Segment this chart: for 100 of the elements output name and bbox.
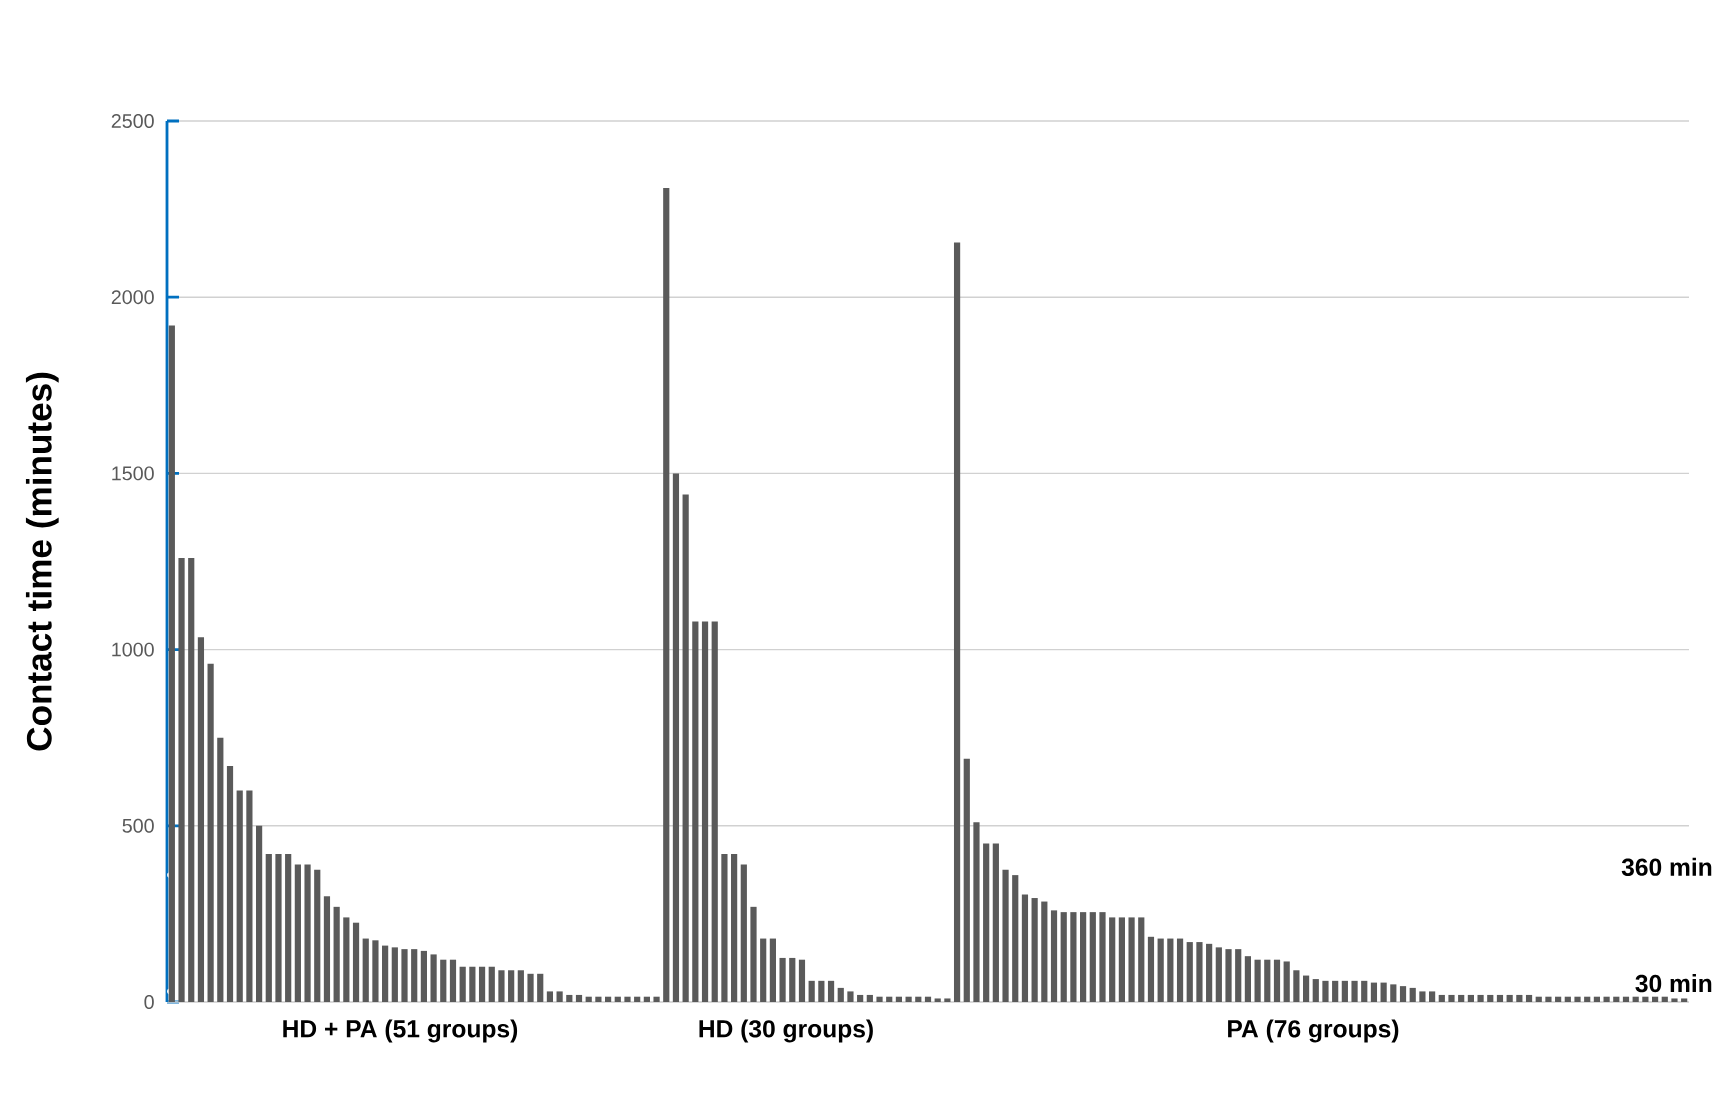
bar (701, 621, 709, 1002)
bar (1399, 986, 1407, 1002)
bar (1254, 959, 1261, 1002)
bar (556, 991, 563, 1002)
bar (1080, 912, 1087, 1002)
bar (1138, 917, 1145, 1002)
bar (789, 957, 796, 1002)
y-tick-label: 1500 (112, 466, 154, 481)
bar (508, 970, 515, 1002)
bar (1118, 917, 1125, 1002)
bar (1380, 982, 1387, 1002)
bar (992, 843, 999, 1002)
bar (1506, 994, 1513, 1002)
bar (1050, 910, 1058, 1002)
bar (857, 994, 864, 1002)
bar (1099, 912, 1106, 1002)
bar (779, 957, 786, 1002)
bar (478, 966, 486, 1002)
bar (265, 853, 272, 1002)
bar (604, 996, 612, 1002)
bar (1332, 980, 1339, 1002)
bar (420, 950, 427, 1002)
bar (1235, 949, 1242, 1002)
bar (818, 980, 825, 1002)
bar (760, 938, 767, 1002)
bar (924, 996, 932, 1002)
bar (1419, 991, 1426, 1002)
bar (1341, 980, 1348, 1002)
bar (1438, 994, 1445, 1002)
bar (1109, 917, 1116, 1002)
bar (643, 996, 650, 1002)
bar (731, 853, 738, 1002)
bar (246, 790, 253, 1002)
bar (876, 996, 883, 1002)
bar (275, 853, 282, 1002)
bar (314, 869, 321, 1002)
y-tick-label: 0 (144, 995, 154, 1009)
bar (1681, 998, 1688, 1002)
bar (1467, 994, 1474, 1002)
bar (769, 938, 776, 1002)
bar (1525, 994, 1533, 1002)
bar (517, 970, 524, 1002)
bar (905, 996, 912, 1002)
bar (682, 494, 689, 1002)
bar (1603, 996, 1610, 1002)
bar (430, 954, 437, 1002)
bar (1002, 869, 1009, 1002)
bar (1535, 996, 1542, 1002)
bar (411, 949, 418, 1002)
bar (1409, 987, 1416, 1002)
bar (886, 996, 893, 1002)
bar (1564, 996, 1571, 1002)
bar (1651, 996, 1659, 1002)
bar (440, 959, 447, 1002)
bar (1244, 956, 1252, 1002)
bar (1477, 994, 1484, 1002)
bar (624, 996, 631, 1002)
bar (546, 991, 554, 1002)
bar (595, 996, 602, 1002)
bar (323, 896, 331, 1002)
bar (498, 970, 505, 1002)
bar (1574, 996, 1581, 1002)
y-axis-title: Contact time (minutes) (25, 372, 59, 751)
bar (1041, 901, 1048, 1002)
bar (304, 864, 311, 1002)
y-tick-label: 1000 (112, 642, 154, 657)
bar (236, 790, 243, 1002)
bar (740, 864, 747, 1002)
bar (401, 949, 408, 1002)
bar (672, 473, 680, 1002)
bar (168, 325, 175, 1002)
bar (1293, 970, 1300, 1002)
bar (459, 966, 466, 1002)
bar (953, 242, 961, 1002)
bar (1322, 980, 1329, 1002)
bar (915, 996, 922, 1002)
bar (1264, 959, 1271, 1002)
bar (256, 825, 263, 1002)
bar (692, 621, 699, 1002)
bar (352, 922, 360, 1002)
bar (382, 945, 389, 1002)
text: HD + PA (51 groups) (283, 1019, 518, 1043)
y-tick-label: 2000 (111, 290, 154, 305)
bar (1176, 938, 1184, 1002)
bar (1128, 917, 1135, 1002)
bar (1458, 994, 1465, 1002)
bar (1622, 996, 1630, 1002)
y-tick-label: 500 (122, 818, 154, 833)
bar (1642, 996, 1649, 1002)
y-tick-label: 2500 (111, 114, 154, 128)
text: PA (76 groups) (1228, 1019, 1399, 1043)
bar (1215, 947, 1222, 1002)
bar (372, 940, 379, 1002)
bar (1089, 912, 1096, 1002)
bar (1021, 894, 1029, 1002)
bar (1593, 996, 1601, 1002)
bar (585, 996, 592, 1002)
ref-line-label: 30 min (1635, 974, 1712, 993)
bar (1632, 996, 1639, 1002)
bar (226, 765, 234, 1002)
